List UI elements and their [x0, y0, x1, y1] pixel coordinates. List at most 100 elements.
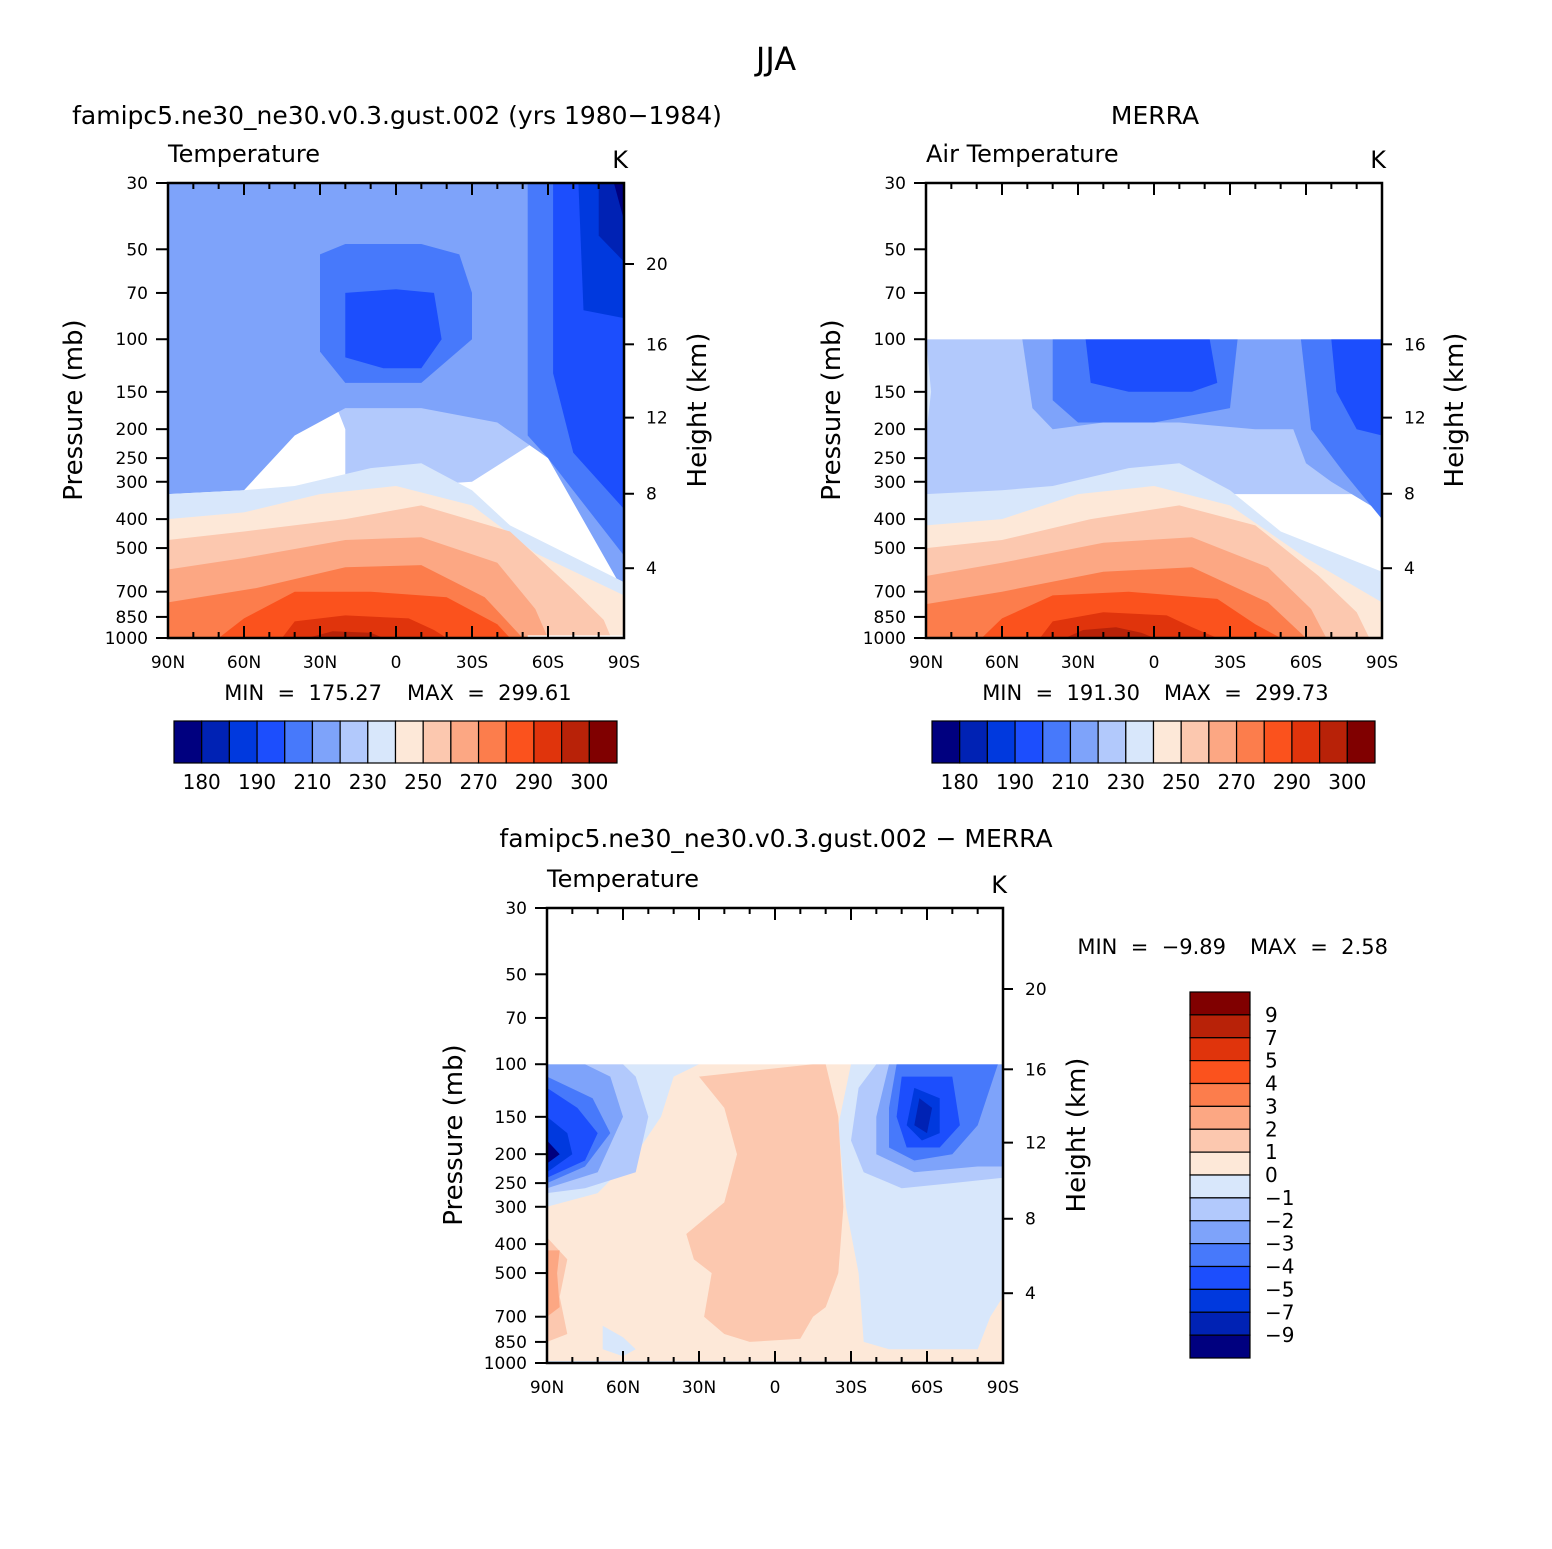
x-tick-label: 90S — [987, 1378, 1019, 1398]
y-tick-label: 1000 — [484, 1354, 527, 1374]
colorbar-swatch — [173, 720, 203, 764]
colorbar-label: 230 — [349, 770, 387, 794]
height-tick-label: 8 — [646, 485, 657, 505]
colorbar-swatch — [959, 720, 988, 764]
colorbar-label: −3 — [1265, 1232, 1294, 1256]
y-tick-label: 30 — [126, 174, 148, 194]
colorbar-label: 180 — [941, 770, 979, 794]
contour-band-5 — [1331, 339, 1382, 436]
y-tick-label: 200 — [495, 1145, 527, 1165]
colorbar-swatch — [986, 720, 1016, 764]
colorbar-swatch — [1042, 720, 1072, 764]
y-tick-label: 150 — [874, 383, 906, 403]
y-tick-label: 300 — [495, 1198, 527, 1218]
colorbar-label: 250 — [404, 770, 442, 794]
y-tick-label: 500 — [495, 1264, 527, 1284]
y-tick-label: 70 — [505, 1009, 527, 1029]
colorbar-label: 3 — [1265, 1094, 1278, 1118]
colorbar-swatch — [201, 720, 230, 764]
obs-ylabel: Pressure (mb) — [817, 319, 847, 500]
model-field-label: Temperature — [167, 140, 320, 168]
obs-plot-area: 90N 60N 30N 0 30S 60S 90S 30 50 70 100 150 200 250 300… — [863, 174, 1426, 673]
x-tick-label: 90N — [530, 1378, 564, 1398]
y-tick-label: 70 — [884, 284, 906, 304]
colorbar-label: −2 — [1265, 1209, 1294, 1233]
contour-band-8 — [345, 289, 442, 369]
y-tick-label: 1000 — [863, 629, 906, 649]
model-plot-area: 90N 60N 30N 0 30S 60S 90S 30 50 70 100 150 200 250 300… — [105, 174, 668, 673]
height-tick-label: 4 — [646, 559, 657, 579]
x-tick-label: 60S — [911, 1378, 943, 1398]
colorbar-label: 210 — [293, 770, 331, 794]
colorbar-label: 190 — [996, 770, 1034, 794]
contour-band-20 — [547, 1140, 560, 1164]
obs-units-label: K — [1370, 146, 1387, 174]
x-tick-label: 90S — [1366, 653, 1398, 673]
y-tick-label: 100 — [495, 1055, 527, 1075]
y-tick-label: 200 — [874, 420, 906, 440]
x-tick-label: 30N — [1061, 653, 1095, 673]
diff-ylabel: Pressure (mb) — [439, 1044, 469, 1225]
height-tick-label: 12 — [646, 409, 668, 429]
colorbar-label: −7 — [1265, 1300, 1294, 1324]
no-data-region — [547, 908, 1003, 1065]
y-tick-label: 400 — [874, 510, 906, 530]
x-tick-label: 30N — [303, 653, 337, 673]
model-units-label: K — [612, 146, 629, 174]
colorbar-swatch — [1291, 720, 1321, 764]
y-tick-label: 500 — [116, 539, 148, 559]
colorbar-swatch — [1014, 720, 1044, 764]
colorbar-label: 290 — [1273, 770, 1311, 794]
y-tick-label: 700 — [874, 583, 906, 603]
contour-band-5 — [686, 1064, 844, 1342]
y-tick-label: 850 — [495, 1333, 527, 1353]
x-tick-label: 90N — [151, 653, 185, 673]
colorbar-swatch — [311, 720, 341, 764]
x-tick-label: 60N — [985, 653, 1019, 673]
colorbar-swatch — [1208, 720, 1238, 764]
colorbar-label: 0 — [1265, 1163, 1278, 1187]
colorbar-swatch — [450, 720, 480, 764]
obs-panel-title: MERRA — [1111, 101, 1199, 130]
colorbar-swatch — [1189, 1105, 1251, 1130]
y-tick-label: 400 — [495, 1235, 527, 1255]
y-tick-label: 300 — [116, 473, 148, 493]
colorbar-swatch — [1189, 1082, 1251, 1107]
contour-band-6 — [613, 183, 624, 221]
contour-layer — [926, 183, 1382, 638]
x-tick-label: 60N — [227, 653, 261, 673]
y-tick-label: 100 — [116, 330, 148, 350]
colorbar-swatch — [394, 720, 424, 764]
y-tick-label: 700 — [116, 583, 148, 603]
x-tick-label: 0 — [1149, 653, 1160, 673]
diff-field-label: Temperature — [546, 865, 699, 893]
contour-band-19 — [914, 1098, 933, 1134]
colorbar-label: 270 — [1217, 770, 1255, 794]
colorbar-swatch — [1189, 1128, 1251, 1153]
colorbar-label: 4 — [1265, 1072, 1278, 1096]
contour-band-3 — [602, 1325, 636, 1357]
model-ylabel-right: Height (km) — [683, 333, 713, 488]
obs-max-label: MAX = 299.73 — [1164, 681, 1329, 705]
colorbar-label: 190 — [238, 770, 276, 794]
diff-ylabel-right: Height (km) — [1062, 1058, 1092, 1213]
colorbar-swatch — [1152, 720, 1182, 764]
colorbar-swatch — [533, 720, 563, 764]
y-tick-label: 250 — [874, 449, 906, 469]
obs-colorbar: 180 190 210 230 250 270 290 300 — [931, 720, 1376, 794]
contour-layer — [547, 908, 1003, 1363]
colorbar-label: 9 — [1265, 1003, 1278, 1027]
x-tick-label: 60S — [1290, 653, 1322, 673]
obs-field-label: Air Temperature — [926, 140, 1119, 168]
colorbar-swatch — [1189, 1243, 1251, 1268]
colorbar-label: 230 — [1107, 770, 1145, 794]
colorbar-swatch — [1189, 1197, 1251, 1222]
model-min-label: MIN = 175.27 — [224, 681, 382, 705]
colorbar-swatch — [1180, 720, 1210, 764]
colorbar-swatch — [1189, 1037, 1251, 1062]
model-panel-title: famipc5.ne30_ne30.v0.3.gust.002 (yrs 198… — [72, 101, 722, 130]
colorbar-swatch — [588, 720, 618, 764]
colorbar-swatch — [1189, 1265, 1251, 1290]
model-panel: famipc5.ne30_ne30.v0.3.gust.002 (yrs 198… — [59, 101, 722, 794]
